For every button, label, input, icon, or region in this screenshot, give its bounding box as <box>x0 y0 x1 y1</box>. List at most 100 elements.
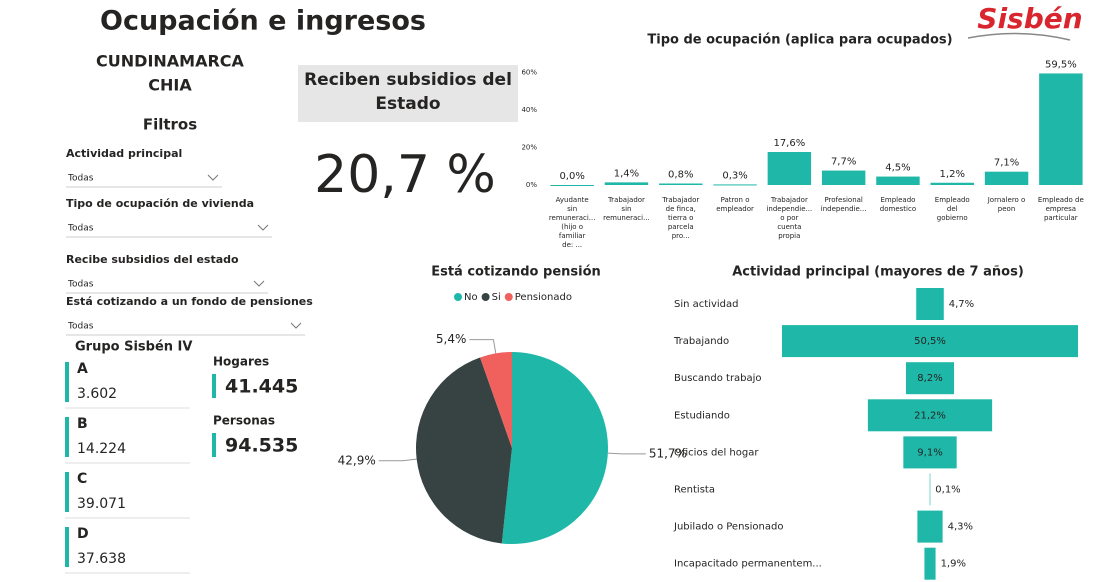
funnel-bar <box>929 473 931 506</box>
bar <box>659 183 703 185</box>
total-accent <box>212 433 216 457</box>
legend-swatch <box>481 293 490 301</box>
category-label: Oficios del hogar <box>674 447 759 458</box>
filter-label: Recibe subsidios del estado <box>66 253 239 266</box>
category-label: Rentista <box>674 485 715 496</box>
data-label: 7,1% <box>994 158 1019 169</box>
group-value: 37.638 <box>77 551 126 567</box>
x-tick-label: Trabajador independie... o por cuenta propia <box>766 196 812 240</box>
data-label: 8,2% <box>917 373 942 384</box>
y-tick-label: 0% <box>526 181 537 189</box>
funnel-bar <box>782 325 1078 358</box>
filter-chevron <box>257 224 269 231</box>
chart-title: Tipo de ocupación (aplica para ocupados) <box>647 33 952 48</box>
group-value: 14.224 <box>77 441 126 457</box>
legend-label: Pensionado <box>515 292 572 303</box>
x-tick-label: Trabajador sin remuneraci... <box>603 196 650 222</box>
filter-value: Todas <box>67 174 94 184</box>
chart-title: Está cotizando pensión <box>431 265 601 280</box>
x-tick-label: Empleado domestico <box>880 196 916 213</box>
funnel-bar <box>916 288 944 320</box>
total-accent <box>212 374 216 398</box>
filter-label: Tipo de ocupación de vivienda <box>66 197 254 210</box>
data-label: 0,1% <box>935 485 960 496</box>
filter-value: Todas <box>67 322 94 332</box>
bar <box>930 182 974 185</box>
data-label: 9,1% <box>917 447 942 458</box>
group-accent <box>65 527 69 567</box>
data-label: 50,5% <box>914 336 946 347</box>
group-name: C <box>77 471 87 487</box>
funnel-bar <box>905 362 955 395</box>
category-label: Incapacitado permanentem... <box>674 559 822 570</box>
data-label: 7,7% <box>831 157 856 168</box>
data-label: 42,9% <box>338 453 376 467</box>
page-title: Ocupación e ingresos <box>100 6 426 37</box>
data-label: 0,8% <box>668 170 693 181</box>
logo-swoosh <box>967 32 1071 41</box>
legend-label: No <box>464 292 478 303</box>
subsidy-title-box <box>298 65 518 122</box>
bar <box>713 184 757 186</box>
bar <box>876 176 920 185</box>
leader-line <box>469 339 497 354</box>
group-accent <box>65 472 69 512</box>
x-tick-label: Profesional independie... <box>821 196 867 213</box>
group-accent <box>65 417 69 457</box>
leader-line <box>378 458 417 462</box>
filter-chevron <box>290 322 302 329</box>
category-label: Trabajando <box>673 336 729 347</box>
pie-slice <box>480 352 512 448</box>
bar <box>1039 73 1083 185</box>
group-accent <box>65 362 69 402</box>
total-value: 94.535 <box>225 435 298 457</box>
data-label: 4,5% <box>885 163 910 174</box>
pie-slice <box>415 357 512 544</box>
data-label: 0,3% <box>722 170 747 181</box>
x-tick-label: Patron o empleador <box>716 196 754 213</box>
x-tick-label: Jornalero o peon <box>987 196 1026 213</box>
y-tick-label: 20% <box>521 144 537 152</box>
group-name: D <box>77 526 89 542</box>
municipality: CHIA <box>148 76 192 95</box>
data-label: 1,2% <box>940 169 965 180</box>
data-label: 5,4% <box>436 332 467 346</box>
category-label: Sin actividad <box>674 299 739 310</box>
group-value: 3.602 <box>77 386 117 402</box>
bar <box>821 170 866 185</box>
category-label: Estudiando <box>674 410 730 421</box>
data-label: 1,9% <box>941 559 966 570</box>
funnel-bar <box>867 399 993 432</box>
data-label: 4,7% <box>949 299 974 310</box>
category-label: Buscando trabajo <box>674 373 762 384</box>
total-value: 41.445 <box>225 376 298 398</box>
x-tick-label: Empleado del gobierno <box>935 196 970 222</box>
group-value: 39.071 <box>77 496 126 512</box>
data-label: 4,3% <box>948 522 973 533</box>
data-label: 59,5% <box>1045 59 1077 70</box>
filter-value: Todas <box>67 224 94 234</box>
x-tick-label: Ayudante sin remuneraci... (hijo o familiar d… <box>549 196 596 249</box>
legend-label: Si <box>492 292 501 303</box>
group-name: A <box>77 361 88 377</box>
legend-swatch <box>504 293 513 301</box>
data-label: 51,7% <box>649 446 687 460</box>
funnel-bar <box>903 436 957 469</box>
subsidy-title: Reciben subsidios del Estado <box>304 70 512 114</box>
leader-line <box>607 452 646 455</box>
filter-label: Actividad principal <box>66 147 182 160</box>
funnel-bar <box>924 547 936 580</box>
category-label: Jubilado o Pensionado <box>673 522 783 533</box>
funnel-bar <box>917 510 943 543</box>
bar <box>604 182 649 185</box>
bar <box>984 171 1029 185</box>
x-tick-label: Empleado de empresa particular <box>1038 196 1084 222</box>
data-label: 1,4% <box>614 168 639 179</box>
department: CUNDINAMARCA <box>96 52 245 71</box>
data-label: 21,2% <box>914 410 946 421</box>
groups-title: Grupo Sisbén IV <box>75 340 192 355</box>
legend-swatch <box>454 293 462 301</box>
filter-value: Todas <box>67 280 94 290</box>
group-name: B <box>77 416 88 432</box>
